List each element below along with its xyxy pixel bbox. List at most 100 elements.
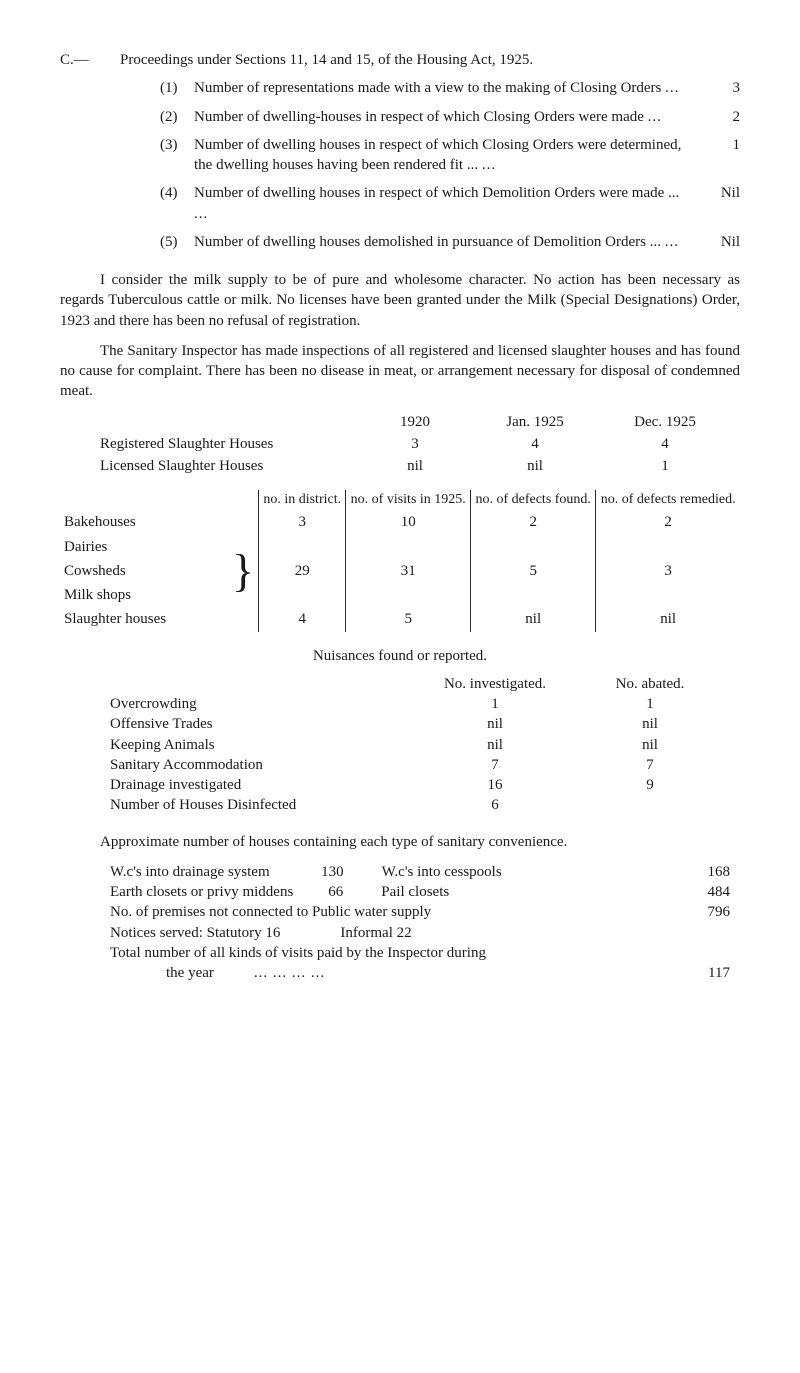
- col-abated: No. abated.: [580, 674, 720, 694]
- row-label: Number of Houses Disinfected: [60, 795, 410, 815]
- cell: 5: [471, 535, 596, 608]
- premises-stats-table: no. in district. no. of visits in 1925. …: [60, 490, 740, 631]
- conv-line: W.c's into drainage system 130 W.c's int…: [110, 862, 740, 882]
- label: Total number of all kinds of visits paid…: [110, 943, 486, 963]
- table-row: Slaughter houses 4 5 nil nil: [60, 607, 740, 631]
- cell: nil: [410, 714, 580, 734]
- item-text: Number of dwelling-houses in respect of …: [194, 107, 700, 127]
- col-dec-1925: Dec. 1925: [600, 412, 730, 432]
- table-row: Keeping Animals nil nil: [60, 735, 740, 755]
- paragraph-inspector: The Sanitary Inspector has made inspecti…: [60, 341, 740, 402]
- section-c-list: (1) Number of representations made with …: [160, 78, 740, 252]
- dots: ... ... ... ...: [214, 963, 325, 983]
- table-row: Registered Slaughter Houses 3 4 4: [60, 434, 740, 454]
- col-defects-found: no. of defects found.: [471, 490, 596, 510]
- cell: 7: [410, 755, 580, 775]
- item-number: (2): [160, 107, 194, 127]
- item-number: (4): [160, 183, 194, 224]
- table-header-row: 1920 Jan. 1925 Dec. 1925: [60, 412, 740, 432]
- table-row: Offensive Trades nil nil: [60, 714, 740, 734]
- cell: nil: [580, 714, 720, 734]
- col-visits: no. of visits in 1925.: [346, 490, 471, 510]
- cell: 1: [580, 694, 720, 714]
- cell: 4: [470, 434, 600, 454]
- table-row: Dairies } 29 31 5 3: [60, 535, 740, 559]
- list-item: (4) Number of dwelling houses in respect…: [160, 183, 740, 224]
- conv-line: Earth closets or privy middens 66 Pail c…: [110, 882, 740, 902]
- section-c-heading: C.— Proceedings under Sections 11, 14 an…: [60, 50, 740, 70]
- row-bakehouses: Bakehouses: [60, 510, 228, 534]
- table-row: Overcrowding 1 1: [60, 694, 740, 714]
- item-number: (1): [160, 78, 194, 98]
- label: Notices served: Statutory 16: [110, 923, 280, 943]
- col-1920: 1920: [360, 412, 470, 432]
- col-district: no. in district.: [259, 490, 346, 510]
- col-jan-1925: Jan. 1925: [470, 412, 600, 432]
- cell: 3: [360, 434, 470, 454]
- cell: nil: [580, 735, 720, 755]
- value: 117: [325, 963, 740, 983]
- item-value: Nil: [700, 183, 740, 224]
- label: W.c's into drainage system: [110, 862, 270, 882]
- cell: nil: [360, 456, 470, 476]
- row-label: Keeping Animals: [60, 735, 410, 755]
- row-label: Offensive Trades: [60, 714, 410, 734]
- section-c-title: Proceedings under Sections 11, 14 and 15…: [120, 50, 740, 70]
- cell: 16: [410, 775, 580, 795]
- cell: 5: [346, 607, 471, 631]
- label: W.c's into cesspools: [358, 862, 502, 882]
- cell: nil: [471, 607, 596, 631]
- cell: 31: [346, 535, 471, 608]
- cell: nil: [470, 456, 600, 476]
- row-label: Overcrowding: [60, 694, 410, 714]
- label: the year: [166, 963, 214, 983]
- table-row: Number of Houses Disinfected 6: [60, 795, 740, 815]
- value: 168: [502, 862, 740, 882]
- table-row: Sanitary Accommodation 7 7: [60, 755, 740, 775]
- cell: 1: [410, 694, 580, 714]
- list-item: (3) Number of dwelling houses in respect…: [160, 135, 740, 176]
- paragraph-convenience: Approximate number of houses containing …: [60, 832, 740, 852]
- item-value: 2: [700, 107, 740, 127]
- list-item: (5) Number of dwelling houses demolished…: [160, 232, 740, 252]
- item-text: Number of dwelling houses demolished in …: [194, 232, 700, 252]
- slaughter-year-table: 1920 Jan. 1925 Dec. 1925 Registered Slau…: [60, 412, 740, 477]
- label: Pail closets: [357, 882, 449, 902]
- table-row: Drainage investigated 16 9: [60, 775, 740, 795]
- row-label: Registered Slaughter Houses: [60, 434, 360, 454]
- row-label: Sanitary Accommodation: [60, 755, 410, 775]
- table-row: Licensed Slaughter Houses nil nil 1: [60, 456, 740, 476]
- conv-line: No. of premises not connected to Public …: [110, 902, 740, 922]
- cell: 29: [259, 535, 346, 608]
- cell: 9: [580, 775, 720, 795]
- label: Informal 22: [280, 923, 411, 943]
- label: Earth closets or privy middens: [110, 882, 293, 902]
- convenience-block: W.c's into drainage system 130 W.c's int…: [110, 862, 740, 984]
- cell: 6: [410, 795, 580, 815]
- item-value: 1: [700, 135, 740, 176]
- item-number: (5): [160, 232, 194, 252]
- brace-icon: }: [228, 535, 259, 608]
- value: 130: [270, 862, 358, 882]
- row-slaughter: Slaughter houses: [60, 607, 228, 631]
- item-text: Number of dwelling houses in respect of …: [194, 135, 700, 176]
- item-text: Number of dwelling houses in respect of …: [194, 183, 700, 224]
- item-value: Nil: [700, 232, 740, 252]
- value: 484: [449, 882, 740, 902]
- list-item: (1) Number of representations made with …: [160, 78, 740, 98]
- cell: nil: [410, 735, 580, 755]
- col-defects-remedied: no. of defects remedied.: [596, 490, 740, 510]
- conv-line: Notices served: Statutory 16 Informal 22: [110, 923, 740, 943]
- cell: 2: [596, 510, 740, 534]
- cell: 2: [471, 510, 596, 534]
- cell: 3: [596, 535, 740, 608]
- cell: 3: [259, 510, 346, 534]
- cell: 1: [600, 456, 730, 476]
- cell: nil: [596, 607, 740, 631]
- row-label: Licensed Slaughter Houses: [60, 456, 360, 476]
- nuisances-title: Nuisances found or reported.: [60, 646, 740, 666]
- nuisances-table: No. investigated. No. abated. Overcrowdi…: [60, 674, 740, 816]
- conv-line: Total number of all kinds of visits paid…: [110, 943, 740, 963]
- row-milkshops: Milk shops: [60, 583, 228, 607]
- cell: 4: [259, 607, 346, 631]
